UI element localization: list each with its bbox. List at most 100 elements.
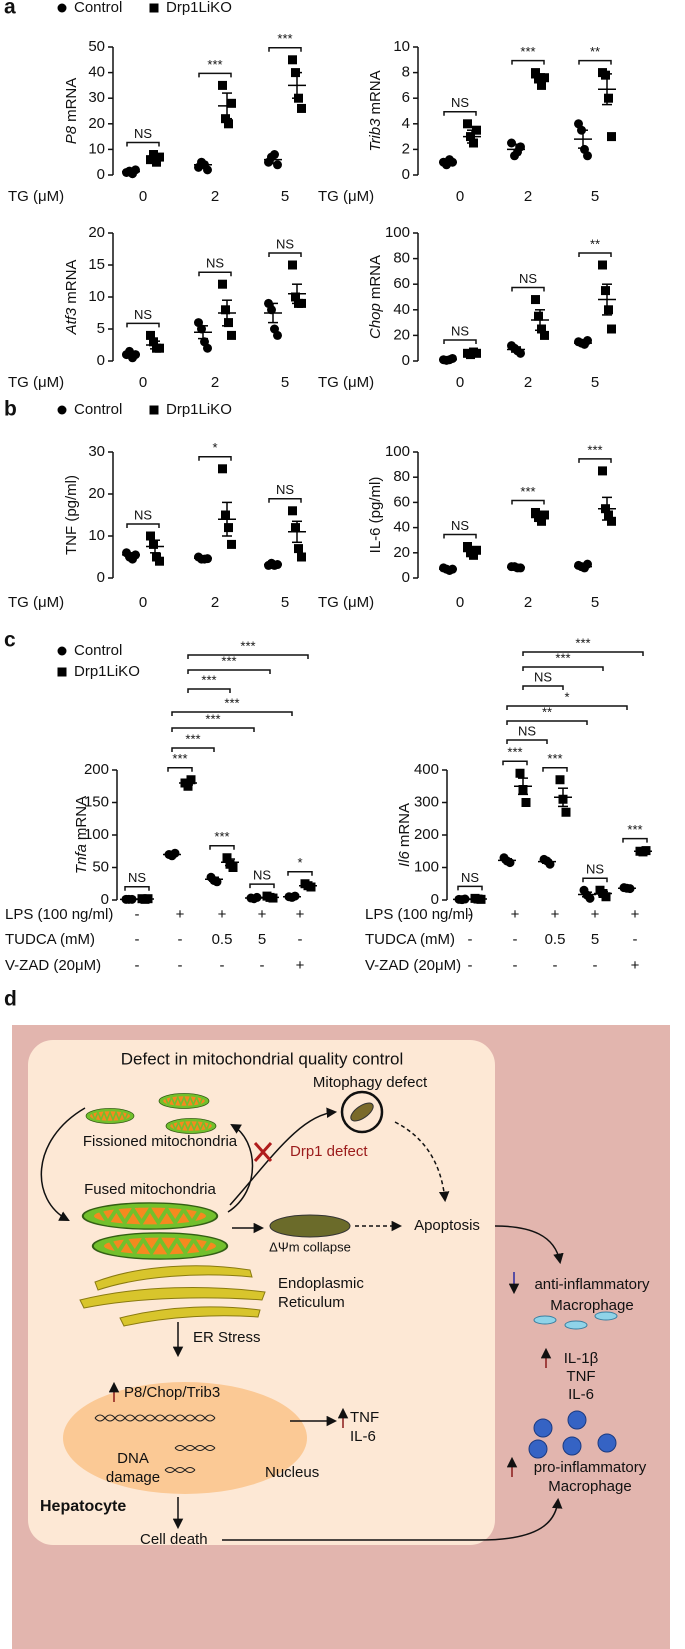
data-point: [186, 775, 196, 785]
condition-value: -: [468, 957, 473, 974]
data-point: [463, 542, 472, 551]
significance-bracket: [268, 252, 302, 257]
arrow: [227, 1123, 254, 1213]
macrophage: [528, 1439, 548, 1459]
y-tick-label: 10: [88, 140, 105, 157]
macrophage: [562, 1436, 582, 1456]
x-tick-label: 2: [211, 374, 219, 391]
comparison-label: ***: [221, 653, 236, 668]
significance-label: NS: [451, 95, 469, 110]
x-tick-label: 0: [456, 594, 464, 611]
significance-bracket: [198, 456, 232, 461]
label: ER Stress: [193, 1329, 261, 1346]
chart: 0 5 10 15 20 Atf3 mRNA TG (μM) 0 2 5 NS NS NS: [8, 224, 306, 391]
significance-label: **: [590, 44, 600, 59]
significance-label: NS: [451, 518, 469, 533]
comparison-bracket: [187, 669, 271, 674]
y-tick-label: 150: [84, 793, 109, 810]
y-axis-label: P8 mRNA: [63, 78, 80, 145]
data-point: [607, 132, 616, 142]
y-tick-label: 200: [84, 761, 109, 778]
significance-bracket: [443, 111, 477, 116]
arrow: [229, 1107, 338, 1206]
data-point: [507, 138, 516, 148]
significance-bracket: [249, 883, 275, 889]
data-point: [149, 150, 158, 160]
y-axis-label-gene: Chop: [367, 303, 384, 339]
data-point: [531, 295, 540, 305]
label: IL-6: [350, 1428, 376, 1445]
condition-label: LPS (100 ng/ml): [5, 906, 113, 923]
y-tick-label: 80: [393, 250, 410, 267]
legend-marker: [57, 3, 67, 13]
y-tick-label: 0: [101, 891, 109, 908]
label: Fused mitochondria: [84, 1181, 216, 1198]
y-tick-label: 0: [97, 166, 105, 183]
legend-label: Control: [74, 0, 122, 16]
y-axis-label-unit: mRNA: [63, 260, 80, 304]
condition-value: -: [178, 931, 183, 948]
label: anti-inflammatory: [534, 1276, 650, 1293]
macrophage: [533, 1315, 557, 1325]
arrow: [494, 1225, 564, 1265]
mitochondrion: [158, 1093, 210, 1109]
significance-bracket: [268, 47, 302, 52]
y-tick-label: 20: [393, 544, 410, 561]
significance-label: ***: [507, 745, 522, 760]
x-axis-label: TG (μM): [8, 374, 64, 391]
data-point: [561, 807, 571, 817]
macrophage: [597, 1433, 617, 1453]
y-tick-label: 0: [402, 166, 410, 183]
x-tick-label: 5: [281, 374, 289, 391]
dna: [94, 1414, 216, 1473]
comparison-bracket: [171, 747, 215, 752]
data-point: [540, 510, 549, 520]
label: TNF: [566, 1368, 595, 1385]
x-tick-label: 2: [211, 594, 219, 611]
condition-value: -: [135, 906, 140, 923]
label: damage: [106, 1469, 160, 1486]
y-axis-label-unit: mRNA: [367, 70, 384, 114]
x-tick-label: 0: [139, 188, 147, 205]
data-point: [218, 464, 227, 474]
y-axis-label-gene: Il6: [396, 851, 413, 868]
y-tick-label: 0: [431, 891, 439, 908]
label: pro-inflammatory: [534, 1459, 647, 1476]
x-tick-label: 5: [281, 594, 289, 611]
data-point: [221, 510, 230, 520]
condition-value: +: [631, 906, 640, 923]
significance-bracket: [209, 845, 235, 850]
y-tick-label: 20: [88, 224, 105, 241]
y-tick-label: 10: [393, 38, 410, 55]
label: DNA: [117, 1450, 149, 1467]
comparison-label: NS: [518, 723, 536, 738]
y-tick-label: 400: [414, 761, 439, 778]
y-axis-label-gene: P8: [63, 125, 80, 144]
significance-label: *: [297, 855, 302, 870]
significance-label: NS: [134, 126, 152, 141]
mitochondrion: [165, 1118, 217, 1134]
data-point: [598, 466, 607, 476]
comparison-label: ***: [240, 638, 255, 653]
significance-label: ***: [172, 751, 187, 766]
y-tick-label: 0: [402, 569, 410, 586]
condition-value: +: [591, 906, 600, 923]
label: Cell death: [140, 1531, 208, 1548]
data-point: [469, 550, 478, 560]
data-point: [604, 305, 613, 315]
legend-marker: [57, 646, 67, 656]
y-tick-label: 5: [97, 320, 105, 337]
comparison-bracket: [187, 654, 309, 659]
significance-bracket: [287, 871, 313, 876]
x-axis-label: TG (μM): [318, 188, 374, 205]
significance-label: ***: [587, 442, 602, 457]
significance-bracket: [167, 767, 193, 772]
y-tick-label: 50: [92, 858, 109, 875]
label: Fissioned mitochondria: [83, 1133, 238, 1150]
data-point: [540, 330, 549, 340]
panel-label: c: [4, 629, 16, 652]
legend-marker: [149, 405, 159, 415]
nucleus: [63, 1382, 307, 1494]
comparison-label: NS: [534, 669, 552, 684]
significance-label: ***: [214, 829, 229, 844]
